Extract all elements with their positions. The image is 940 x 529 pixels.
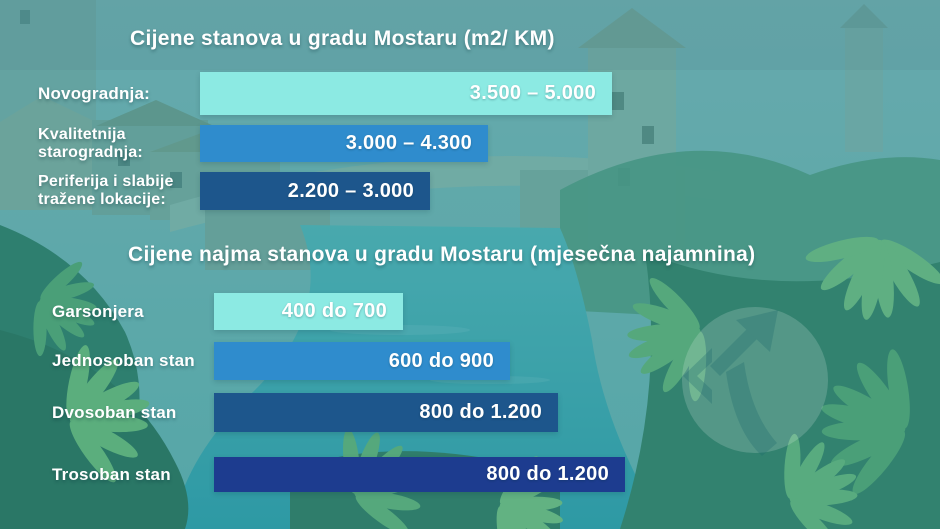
- chart2-title: Cijene najma stanova u gradu Mostaru (mj…: [128, 243, 756, 266]
- chart1-row-novogradnja: Novogradnja: 3.500 – 5.000: [0, 72, 940, 115]
- news-agency-watermark: [682, 307, 828, 456]
- chart2-row-trosoban: Trosoban stan 800 do 1.200: [0, 457, 940, 492]
- bar-value-dvosoban: 800 do 1.200: [419, 401, 542, 423]
- bar-label-dvosoban: Dvosoban stan: [52, 402, 177, 422]
- bar-dvosoban: 800 do 1.200: [214, 393, 558, 432]
- arrow-logo-icon: [683, 310, 778, 456]
- bar-value-trosoban: 800 do 1.200: [486, 463, 609, 485]
- bar-value-jednosoban: 600 do 900: [388, 349, 494, 372]
- bar-label-periferija: Periferija i slabije tražene lokacije:: [38, 173, 174, 208]
- chart2-row-jednosoban: Jednosoban stan 600 do 900: [0, 342, 940, 380]
- bar-value-periferija: 2.200 – 3.000: [287, 179, 414, 202]
- bar-starogradnja: 3.000 – 4.300: [200, 125, 488, 162]
- chart2-row-dvosoban: Dvosoban stan 800 do 1.200: [0, 393, 940, 432]
- bar-label-trosoban: Trosoban stan: [52, 464, 171, 484]
- bar-trosoban: 800 do 1.200: [214, 457, 625, 492]
- chart2-row-garsonjera: Garsonjera 400 do 700: [0, 293, 940, 330]
- bar-label-garsonjera: Garsonjera: [52, 301, 144, 321]
- bar-periferija: 2.200 – 3.000: [200, 172, 430, 210]
- chart1-row-periferija: Periferija i slabije tražene lokacije: 2…: [0, 172, 940, 210]
- chart1-title: Cijene stanova u gradu Mostaru (m2/ KM): [130, 27, 555, 50]
- bar-garsonjera: 400 do 700: [214, 293, 403, 330]
- bar-label-novogradnja: Novogradnja:: [38, 83, 150, 103]
- bar-value-novogradnja: 3.500 – 5.000: [469, 82, 596, 104]
- bar-label-jednosoban: Jednosoban stan: [52, 351, 195, 371]
- bar-label-starogradnja: Kvalitetnija starogradnja:: [38, 125, 143, 161]
- bar-jednosoban: 600 do 900: [214, 342, 510, 380]
- bar-value-starogradnja: 3.000 – 4.300: [345, 132, 472, 154]
- bar-value-garsonjera: 400 do 700: [281, 300, 387, 322]
- bar-novogradnja: 3.500 – 5.000: [200, 72, 612, 115]
- chart1-row-starogradnja: Kvalitetnija starogradnja: 3.000 – 4.300: [0, 125, 940, 162]
